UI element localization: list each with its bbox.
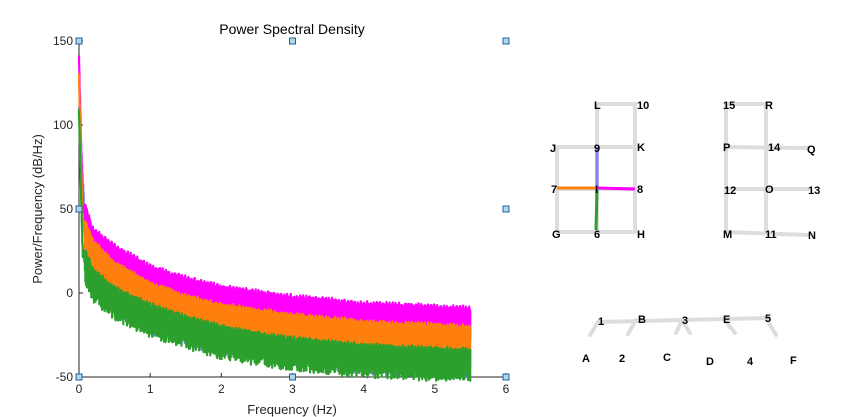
node-label: J (550, 143, 556, 155)
node-label: I (595, 184, 598, 196)
node-label: M (723, 229, 732, 241)
x-tick-label: 3 (289, 382, 296, 396)
selection-handle[interactable] (502, 373, 510, 381)
grid-diagram: L 10 J 9 K 7 I 8 G 6 H (550, 100, 649, 241)
node-label: 12 (724, 185, 736, 197)
node-label: L (594, 100, 601, 112)
series-line (77, 109, 472, 382)
x-tick-label: 4 (360, 382, 367, 396)
node-label: Q (807, 144, 816, 156)
node-label: E (723, 314, 730, 326)
node-label: A (582, 353, 590, 365)
node-label: 8 (637, 184, 643, 196)
selection-handle[interactable] (502, 37, 510, 45)
y-tick-label: 100 (53, 118, 73, 132)
node-label: 15 (723, 100, 735, 112)
node-label: 7 (551, 184, 557, 196)
selection-handle[interactable] (289, 373, 296, 381)
selection-handle[interactable] (75, 37, 83, 45)
node-label: K (637, 142, 645, 154)
node-label: 10 (637, 100, 649, 112)
y-tick-label: 150 (53, 34, 73, 48)
series-line (77, 55, 472, 342)
node-label: O (765, 184, 774, 196)
limb-segment-magenta (596, 186, 636, 191)
node-label: 4 (747, 356, 754, 368)
y-tick-label: -50 (56, 370, 74, 384)
node-label: 3 (682, 315, 688, 327)
chart-title: Power Spectral Density (219, 21, 365, 37)
node-label: H (637, 229, 645, 241)
selection-handle[interactable] (502, 205, 510, 213)
y-tick-label: 50 (60, 202, 74, 216)
selection-handle[interactable] (289, 37, 296, 45)
node-label: 11 (765, 229, 777, 241)
selection-markers[interactable] (75, 37, 510, 381)
right-diagram: 15 R P 14 Q 12 O 13 M 11 N (723, 100, 820, 242)
node-label: 13 (808, 185, 820, 197)
limb-segment-green (594, 188, 599, 231)
node-label: D (706, 356, 714, 368)
y-tick-label: 0 (66, 286, 73, 300)
node-label: B (638, 314, 646, 326)
node-label: 9 (594, 143, 600, 155)
node-label: F (790, 355, 797, 367)
y-axis-title: Power/Frequency (dB/Hz) (30, 134, 45, 284)
node-label: N (808, 230, 816, 242)
x-tick-label: 2 (218, 382, 225, 396)
node-label: 2 (619, 353, 625, 365)
series-layer (77, 55, 472, 382)
node-label: C (663, 352, 671, 364)
selection-handle[interactable] (75, 373, 83, 381)
node-label: G (552, 229, 561, 241)
node-label: 5 (765, 313, 771, 325)
node-label: 14 (768, 142, 781, 154)
x-tick-label: 1 (147, 382, 154, 396)
x-tick-label: 6 (503, 382, 510, 396)
selection-handle[interactable] (75, 205, 83, 213)
x-tick-label: 5 (431, 382, 438, 396)
node-label: P (723, 142, 730, 154)
x-tick-label: 0 (76, 382, 83, 396)
node-label: 1 (598, 316, 604, 328)
series-line (77, 73, 472, 360)
bottom-diagram: 1 B 3 E 5 A 2 C D 4 F (582, 313, 797, 368)
node-label: 6 (594, 229, 600, 241)
x-axis-title: Frequency (Hz) (247, 402, 337, 417)
node-label: R (765, 100, 773, 112)
